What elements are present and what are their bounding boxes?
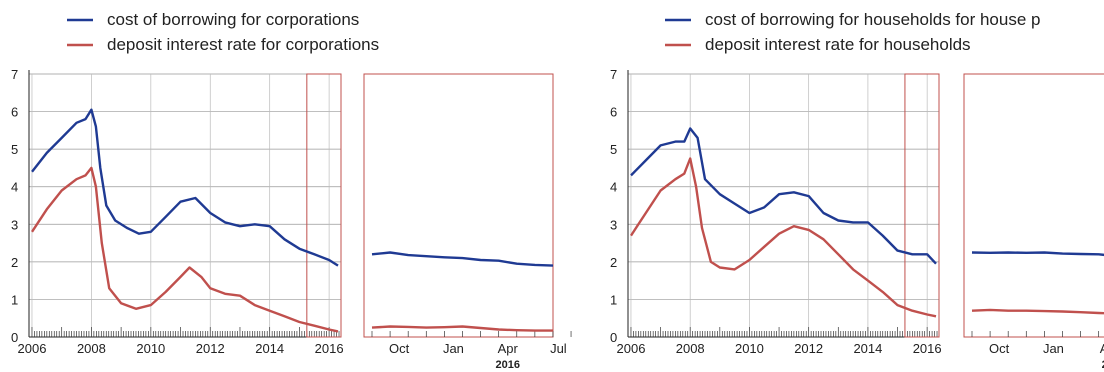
y-tick-label: 2 bbox=[610, 255, 617, 270]
x-tick-label: 2006 bbox=[18, 341, 47, 356]
zoom-panel-3: Oct Jan Ap 20 bbox=[963, 73, 1104, 371]
zoom-region-box bbox=[306, 73, 342, 338]
x-tick-label: 2016 bbox=[315, 341, 344, 356]
x-year-label: 20 bbox=[1102, 359, 1104, 371]
y-tick-label: 4 bbox=[610, 180, 617, 195]
y-tick-label: 5 bbox=[610, 142, 617, 157]
x-tick-label: Oct bbox=[989, 341, 1010, 356]
series-line-1 bbox=[629, 157, 937, 318]
legend-label: deposit interest rate for households bbox=[705, 35, 971, 54]
zoom-panel-1: Oct Jan Apr Jul 2016 bbox=[363, 73, 572, 371]
y-tick-label: 2 bbox=[11, 255, 18, 270]
y-tick-label: 4 bbox=[11, 180, 18, 195]
series-line-0 bbox=[31, 108, 339, 267]
x-tick-label: 2012 bbox=[794, 341, 823, 356]
y-tick-label: 3 bbox=[11, 217, 18, 232]
legend-label: cost of borrowing for corporations bbox=[107, 10, 359, 29]
y-tick-label: 0 bbox=[610, 330, 617, 345]
x-tick-label: Jan bbox=[443, 341, 464, 356]
zoom-region-box bbox=[904, 73, 940, 338]
y-tick-label: 0 bbox=[11, 330, 18, 345]
x-tick-label: 2010 bbox=[136, 341, 165, 356]
x-tick-label: 2006 bbox=[617, 341, 646, 356]
series-line-1 bbox=[371, 325, 553, 332]
y-tick-label: 1 bbox=[610, 292, 617, 307]
y-tick-label: 5 bbox=[11, 142, 18, 157]
x-tick-label: 2016 bbox=[913, 341, 942, 356]
x-tick-label: Oct bbox=[389, 341, 410, 356]
series-line-0 bbox=[630, 127, 937, 265]
y-tick-label: 7 bbox=[610, 67, 617, 82]
x-tick-label: 2014 bbox=[853, 341, 882, 356]
series-line-1 bbox=[971, 308, 1104, 315]
x-tick-label: Apr bbox=[498, 341, 519, 356]
y-tick-label: 6 bbox=[610, 105, 617, 120]
y-tick-label: 6 bbox=[11, 105, 18, 120]
x-year-label: 2016 bbox=[495, 359, 519, 371]
x-tick-label: 2008 bbox=[676, 341, 705, 356]
y-tick-label: 7 bbox=[11, 67, 18, 82]
chart-panel-0: 0 1 2 3 4 5 6 7 2006 2008 2010 2012 2014 2016 cost of … bbox=[11, 10, 379, 356]
x-tick-label: 2014 bbox=[255, 341, 284, 356]
zoom-panel-frame bbox=[963, 73, 1104, 338]
series-line-0 bbox=[971, 251, 1104, 257]
y-tick-label: 3 bbox=[610, 217, 617, 232]
x-tick-label: 2012 bbox=[196, 341, 225, 356]
legend-label: cost of borrowing for households for hou… bbox=[705, 10, 1040, 29]
legend-label: deposit interest rate for corporations bbox=[107, 35, 379, 54]
chart-panel-2: 0 1 2 3 4 5 6 7 2006 2008 2010 2012 2014 2016 cost of … bbox=[610, 10, 1040, 356]
y-tick-label: 1 bbox=[11, 292, 18, 307]
x-tick-label: 2010 bbox=[735, 341, 764, 356]
x-tick-label: Ap bbox=[1100, 341, 1104, 356]
x-tick-label: Jul bbox=[550, 341, 567, 356]
x-tick-label: Jan bbox=[1043, 341, 1064, 356]
zoom-panel-frame bbox=[363, 73, 554, 338]
series-line-0 bbox=[371, 251, 554, 267]
x-tick-label: 2008 bbox=[77, 341, 106, 356]
series-line-1 bbox=[30, 166, 339, 333]
